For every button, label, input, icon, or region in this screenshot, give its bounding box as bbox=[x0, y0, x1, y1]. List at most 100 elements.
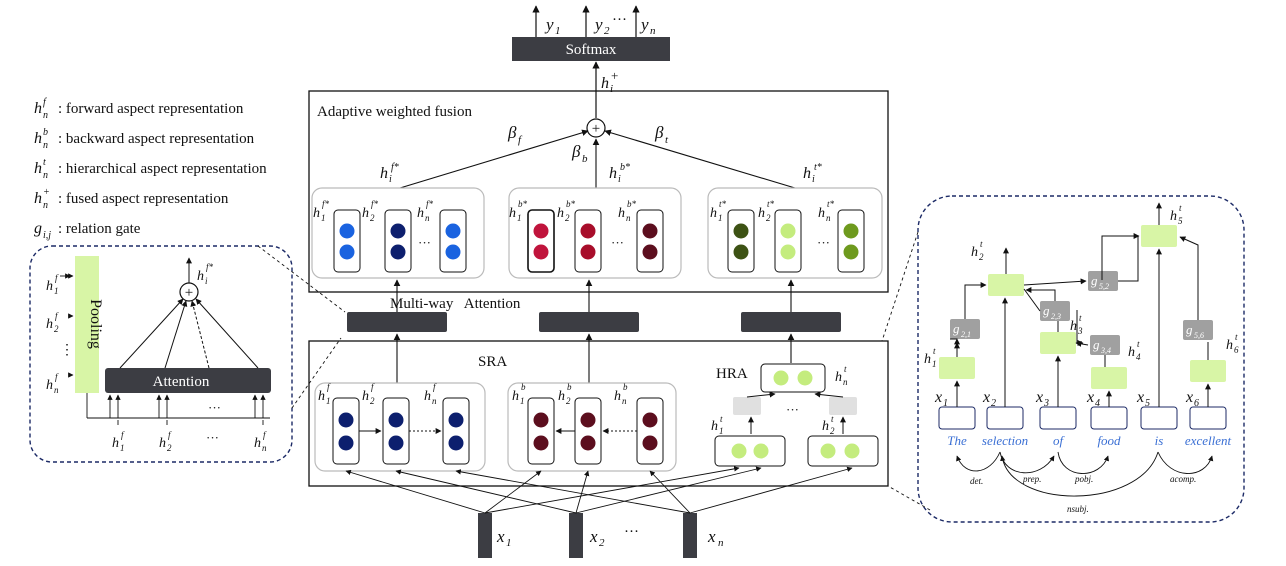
tree-x-sub: 6 bbox=[1194, 398, 1199, 409]
legend-symbol-sup: f bbox=[43, 97, 47, 108]
forward-star-group: ··· h 1f* h 2f* h nf* bbox=[311, 187, 485, 279]
legend-symbol-sub: i,j bbox=[43, 230, 51, 241]
tree-word-label: of bbox=[1053, 433, 1066, 448]
svg-text:5: 5 bbox=[1178, 216, 1183, 226]
beta-f: β bbox=[507, 123, 517, 142]
svg-text:f: f bbox=[55, 311, 59, 321]
svg-text:h: h bbox=[512, 389, 519, 404]
output-dots: ··· bbox=[612, 12, 627, 28]
svg-text:h: h bbox=[46, 317, 53, 332]
svg-text:1: 1 bbox=[718, 213, 723, 223]
input-xn: x bbox=[707, 527, 716, 546]
svg-text:h: h bbox=[835, 370, 842, 385]
sra-backward-group: h 1b h 2b h nb bbox=[507, 382, 677, 472]
svg-text:h: h bbox=[112, 436, 119, 451]
gate-5-6: g bbox=[1186, 322, 1193, 337]
svg-text:n: n bbox=[718, 537, 724, 549]
h-plus-sub: i bbox=[610, 83, 613, 95]
svg-text:n: n bbox=[425, 213, 430, 223]
svg-text:1: 1 bbox=[54, 286, 59, 296]
svg-text:b*: b* bbox=[566, 199, 576, 209]
legend-text: : forward aspect representation bbox=[58, 101, 244, 117]
tree-nodes bbox=[939, 225, 1226, 389]
svg-text:t: t bbox=[1235, 332, 1238, 342]
svg-text:2: 2 bbox=[167, 443, 172, 453]
svg-text:t*: t* bbox=[719, 199, 727, 209]
svg-text:n: n bbox=[432, 396, 437, 406]
tree-x-label: x bbox=[1136, 389, 1144, 406]
svg-text:1: 1 bbox=[506, 537, 512, 549]
svg-text:b: b bbox=[521, 382, 526, 392]
fusion-box bbox=[308, 90, 889, 293]
svg-text:t: t bbox=[1137, 339, 1140, 349]
tree-gates: g 2,1 g 2,3 g 3,4 g 5,2 g 5,6 bbox=[950, 271, 1213, 355]
dep-nsubj: nsubj. bbox=[1067, 504, 1089, 514]
svg-text:h: h bbox=[557, 206, 564, 221]
legend-item: h tn: hierarchical aspect representation bbox=[34, 157, 267, 181]
svg-text:h: h bbox=[1128, 345, 1135, 360]
legend-symbol-sub: n bbox=[43, 200, 48, 211]
svg-text:h: h bbox=[758, 206, 765, 221]
input-x2: x bbox=[589, 527, 598, 546]
legend-item: g i,j: relation gate bbox=[34, 220, 141, 241]
hra-label: HRA bbox=[716, 366, 748, 382]
svg-text:h: h bbox=[1070, 319, 1077, 334]
svg-text:n: n bbox=[262, 443, 267, 453]
svg-text:h: h bbox=[424, 389, 431, 404]
ht-star-label: h bbox=[803, 165, 811, 182]
tree-x-label: x bbox=[1035, 389, 1043, 406]
hf-star-label: h bbox=[380, 165, 388, 182]
svg-text:f: f bbox=[263, 430, 267, 440]
dep-det: det. bbox=[970, 476, 983, 486]
svg-text:t: t bbox=[720, 414, 723, 424]
fusion-title: Adaptive weighted fusion bbox=[317, 104, 472, 120]
attention-label: Attention bbox=[153, 374, 210, 390]
svg-text:2: 2 bbox=[54, 324, 59, 334]
softmax-bar bbox=[512, 37, 670, 61]
svg-text:n: n bbox=[826, 213, 831, 223]
tree-word-5: x 6 excellent bbox=[1185, 389, 1232, 448]
h-plus-label: h bbox=[601, 75, 609, 92]
legend-text: : backward aspect representation bbox=[58, 131, 255, 147]
svg-text:t: t bbox=[933, 346, 936, 356]
svg-text:2,1: 2,1 bbox=[961, 330, 971, 339]
panel-dots-top: ··· bbox=[208, 400, 221, 415]
dependency-arcs bbox=[956, 451, 1214, 497]
tree-x-label: x bbox=[1185, 389, 1193, 406]
tree-word-3: x 4 food bbox=[1086, 389, 1128, 448]
svg-text:f: f bbox=[433, 382, 437, 392]
beta-f-sub: f bbox=[518, 134, 523, 146]
svg-text:5,2: 5,2 bbox=[1099, 282, 1109, 291]
attention-bar-hierarchical bbox=[741, 312, 841, 332]
legend-symbol: h bbox=[34, 160, 42, 177]
tree-edges bbox=[950, 202, 1211, 407]
encoder-box bbox=[308, 340, 889, 487]
ht-star-sub: i bbox=[812, 174, 815, 185]
word-box bbox=[1039, 406, 1077, 430]
svg-text:t: t bbox=[844, 364, 847, 374]
tree-word-label: selection bbox=[982, 433, 1028, 448]
svg-text:4: 4 bbox=[1136, 352, 1141, 362]
svg-text:h: h bbox=[313, 206, 320, 221]
svg-text:t*: t* bbox=[767, 199, 775, 209]
svg-text:b*: b* bbox=[518, 199, 528, 209]
svg-text:f*: f* bbox=[322, 199, 330, 209]
sra-label: SRA bbox=[478, 354, 507, 370]
svg-text:···: ··· bbox=[418, 235, 431, 250]
legend-item: h + n: fused aspect representation bbox=[34, 187, 229, 211]
hf-star-sup: f* bbox=[391, 162, 399, 173]
svg-text:h: h bbox=[254, 436, 261, 451]
tree-word-label: is bbox=[1155, 433, 1164, 448]
svg-text:n: n bbox=[622, 396, 627, 406]
attention-bar-backward bbox=[539, 312, 639, 332]
beta-t-sub: t bbox=[665, 134, 669, 146]
input-connections bbox=[345, 466, 853, 514]
svg-text:h: h bbox=[509, 206, 516, 221]
svg-text:n: n bbox=[54, 385, 59, 395]
output-arrows: y 1 y 2 ··· y n bbox=[532, 5, 656, 37]
hb-star-sub: i bbox=[618, 174, 621, 185]
legend-symbol-sub: n bbox=[43, 170, 48, 181]
gate-3-4: g bbox=[1093, 337, 1100, 352]
svg-text:h: h bbox=[711, 419, 718, 434]
